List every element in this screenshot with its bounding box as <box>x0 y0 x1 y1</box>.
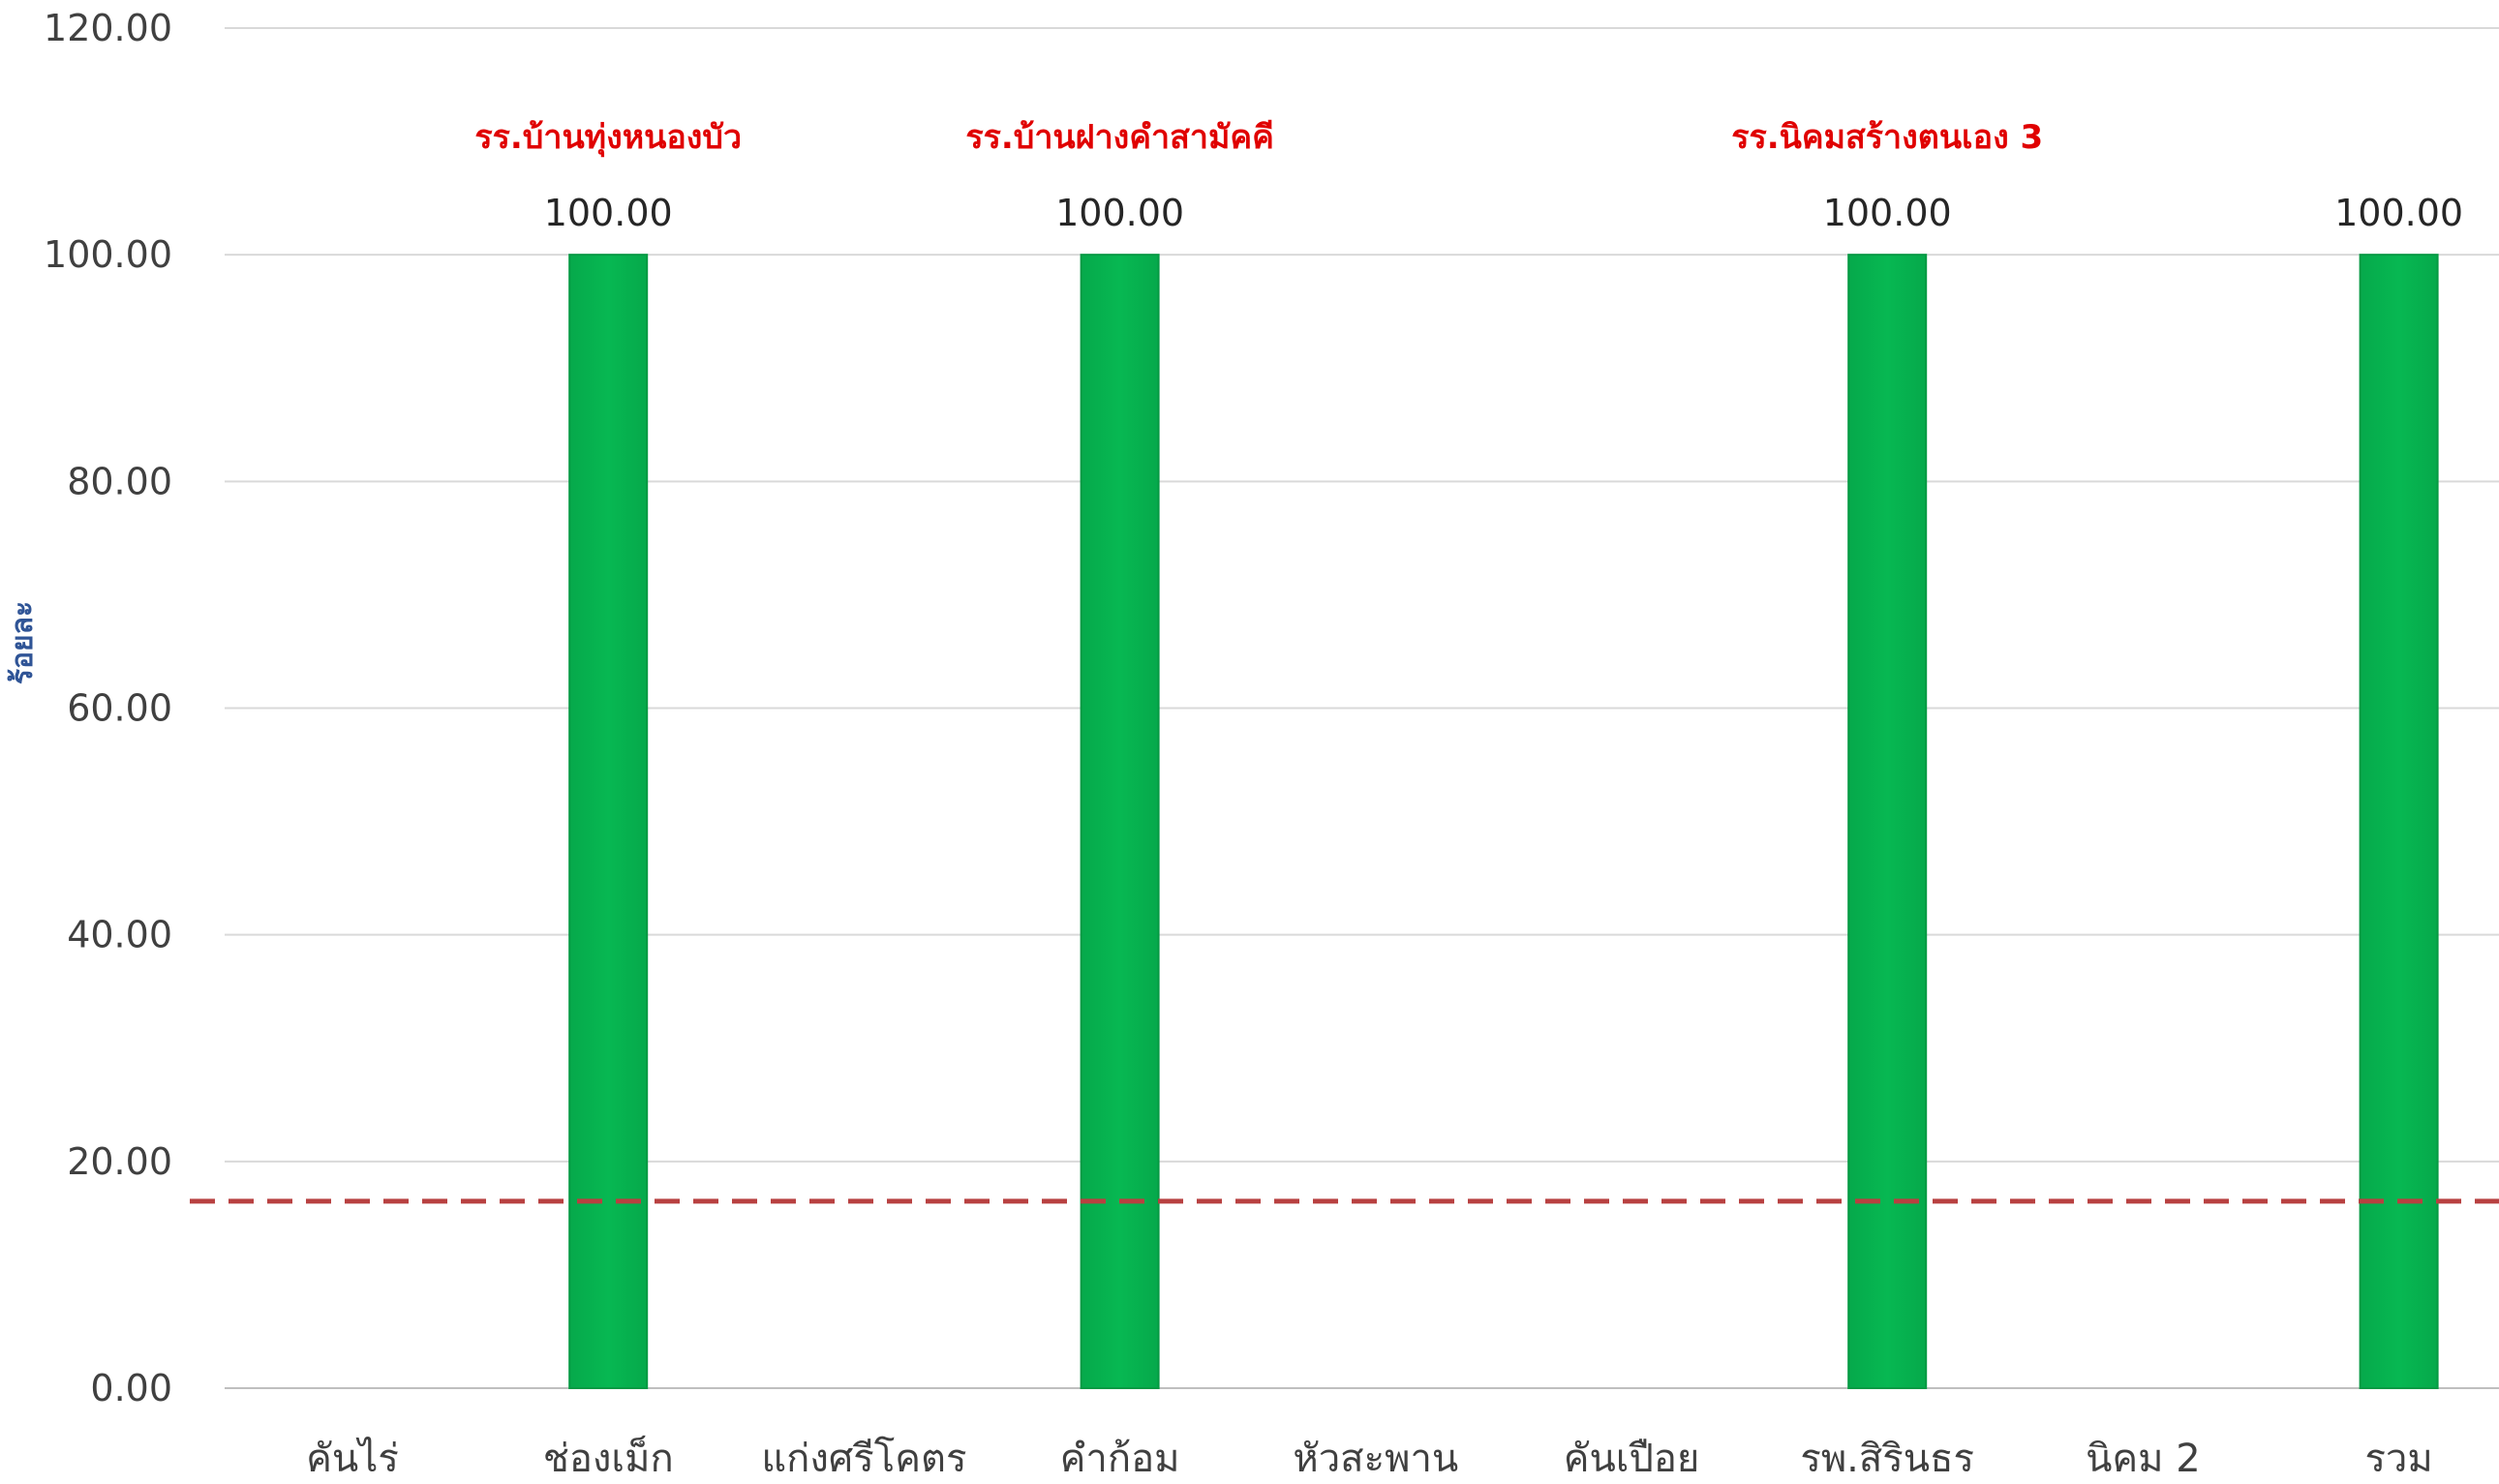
x-category-label: รวม <box>2364 1437 2432 1481</box>
data-label: 100.00 <box>544 192 673 234</box>
bar <box>568 254 649 1390</box>
x-category-label: นิคม 2 <box>2086 1437 2201 1481</box>
value-labels: 100.00 100.00 100.00 100.00 <box>544 192 2463 234</box>
annotation-label: รร.บ้านทุ่งหนองบัว <box>474 118 742 158</box>
bar <box>1080 254 1160 1390</box>
y-tick-label: 80.00 <box>67 460 172 502</box>
bar <box>2359 254 2439 1390</box>
y-axis-title: ร้อยละ <box>6 601 40 684</box>
x-axis-categories: คันไร่ ช่องเม็ก แก่งศรีโคตร คำก้อม หัวสะพาน ค… <box>306 1435 2433 1481</box>
data-label: 100.00 <box>1055 192 1184 234</box>
bars <box>568 254 2439 1390</box>
y-tick-label: 20.00 <box>67 1140 172 1183</box>
y-tick-label: 100.00 <box>44 233 172 276</box>
y-tick-label: 0.00 <box>90 1367 172 1409</box>
x-category-label: หัวสะพาน <box>1293 1437 1458 1481</box>
x-category-label: ช่องเม็ก <box>543 1435 674 1481</box>
x-category-label: คันไร่ <box>306 1437 399 1481</box>
annotation-label: รร.บ้านฝางคำสามัคคี <box>965 118 1274 157</box>
x-category-label: รพ.สิรินธร <box>1800 1437 1974 1481</box>
data-label: 100.00 <box>2334 192 2463 234</box>
bar <box>1847 254 1928 1390</box>
y-axis-ticks: 0.00 20.00 40.00 60.00 80.00 100.00 120.00 <box>44 7 172 1409</box>
annotations: รร.บ้านทุ่งหนองบัว รร.บ้านฝางคำสามัคคี รร.… <box>474 118 2043 158</box>
x-category-label: แก่งศรีโคตร <box>761 1437 966 1481</box>
annotation-label: รร.นิคมสร้างตนเอง 3 <box>1731 118 2043 157</box>
y-tick-label: 120.00 <box>44 7 172 49</box>
y-tick-label: 40.00 <box>67 914 172 956</box>
x-category-label: คันเปือย <box>1564 1437 1700 1481</box>
data-label: 100.00 <box>1823 192 1952 234</box>
y-tick-label: 60.00 <box>67 687 172 730</box>
x-category-label: คำก้อม <box>1060 1437 1180 1481</box>
